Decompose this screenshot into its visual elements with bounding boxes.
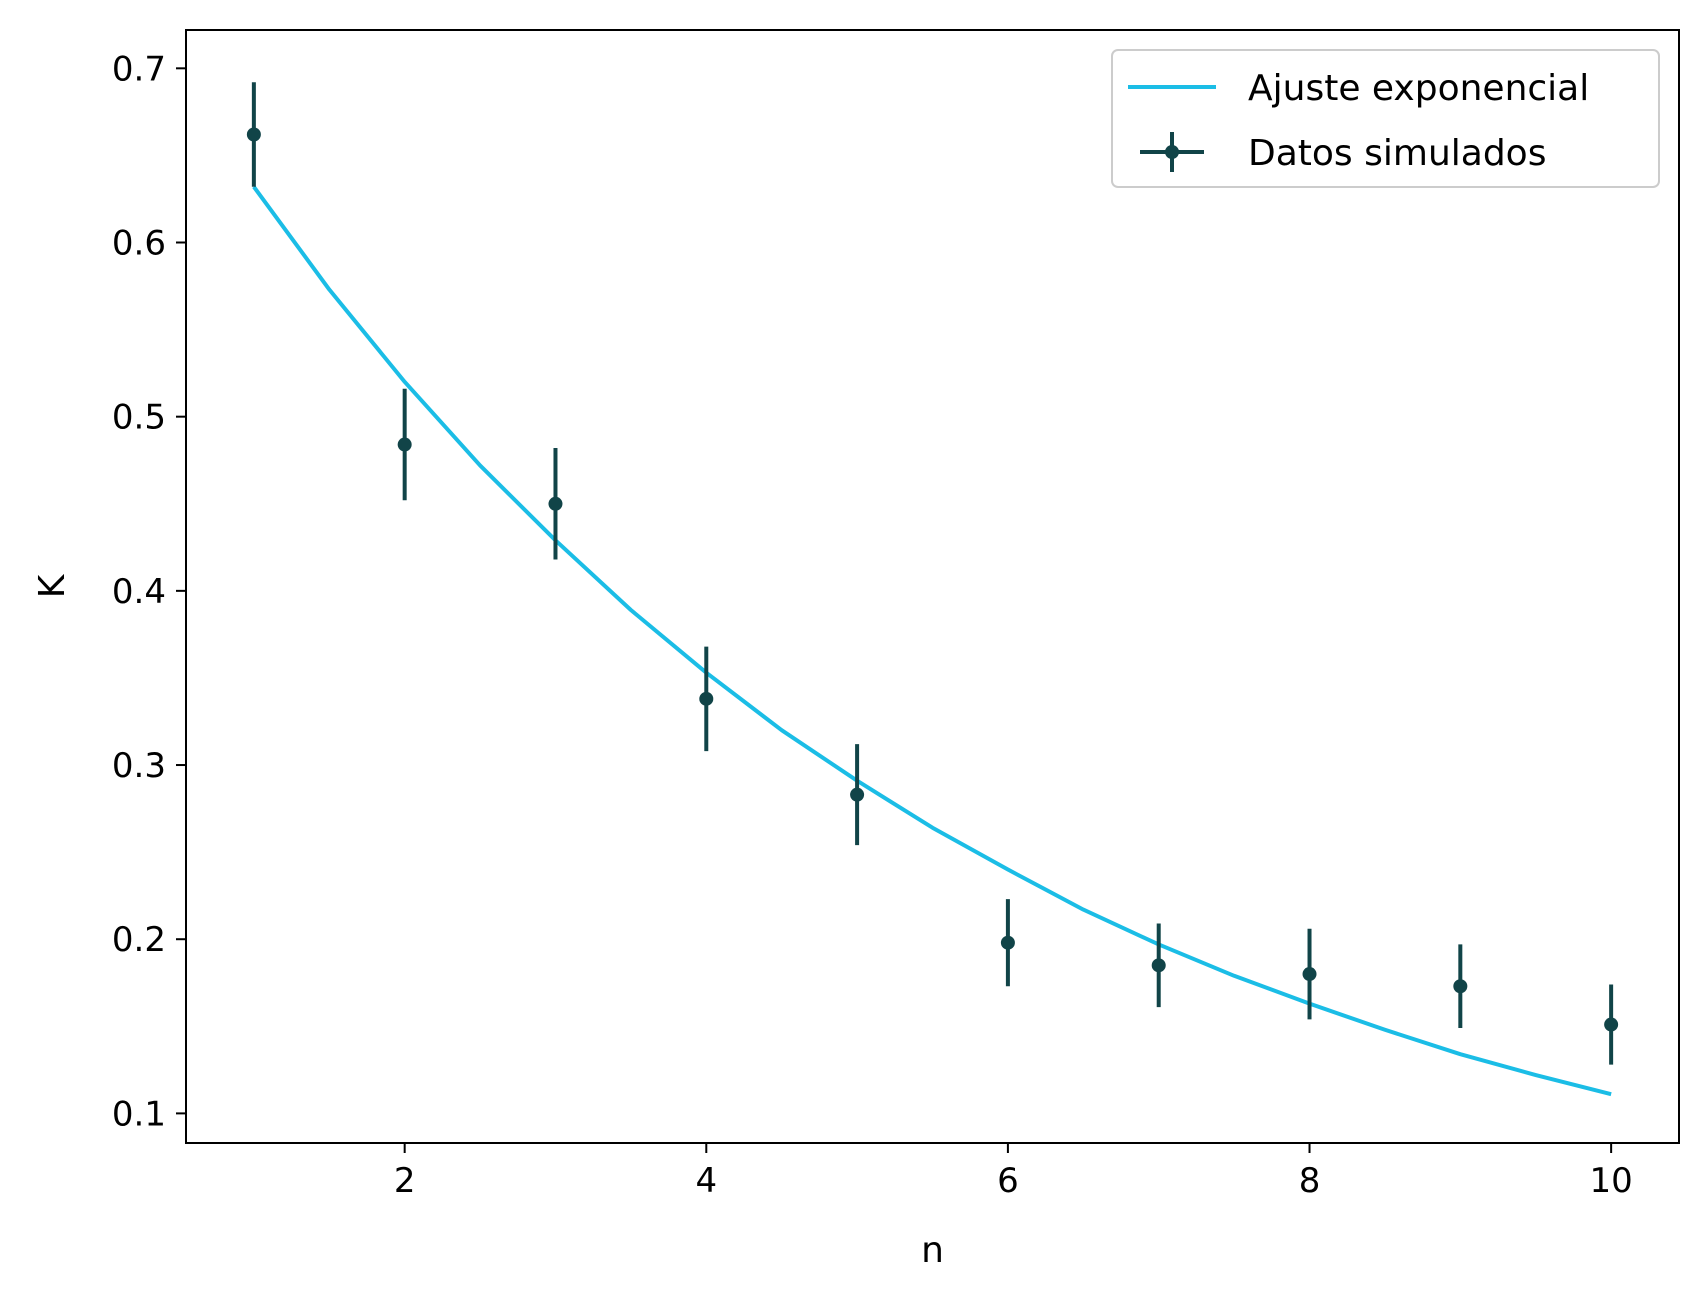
data-point-3 — [548, 448, 563, 560]
x-tick-label: 4 — [695, 1161, 717, 1201]
data-marker — [1302, 967, 1317, 982]
axes-frame — [185, 29, 1680, 1144]
data-point-1 — [246, 82, 261, 187]
y-tick-label: 0.7 — [112, 49, 166, 89]
data-point-8 — [1302, 928, 1317, 1020]
plot-area — [246, 82, 1619, 1097]
data-marker — [1000, 935, 1015, 950]
fit-line — [252, 185, 1612, 1097]
y-tick-label: 0.1 — [112, 1094, 166, 1134]
data-point-2 — [397, 388, 412, 501]
legend-entry-1: Ajuste exponencial — [1128, 68, 1589, 109]
legend-label: Ajuste exponencial — [1248, 68, 1589, 109]
legend-label: Datos simulados — [1248, 133, 1546, 174]
data-marker — [699, 691, 714, 706]
legend: Ajuste exponencial Datos simulados — [1111, 49, 1660, 188]
x-axis-label: n — [921, 1230, 944, 1271]
data-point-9 — [1453, 944, 1468, 1029]
data-marker — [850, 787, 865, 802]
data-point-7 — [1151, 923, 1166, 1008]
data-marker — [1604, 1017, 1619, 1032]
data-marker — [246, 127, 261, 142]
data-marker — [397, 437, 412, 452]
data-point-10 — [1604, 984, 1619, 1065]
data-marker — [1453, 979, 1468, 994]
y-tick-label: 0.4 — [112, 572, 166, 612]
data-marker — [1151, 958, 1166, 973]
data-point-6 — [1000, 899, 1015, 987]
y-tick-label: 0.2 — [112, 920, 166, 960]
y-tick-label: 0.6 — [112, 223, 166, 263]
y-tick-label: 0.3 — [112, 746, 166, 786]
y-axis-label: K — [32, 573, 73, 598]
x-tick-label: 2 — [394, 1161, 416, 1201]
y-tick-label: 0.5 — [112, 398, 166, 438]
legend-box — [1111, 49, 1660, 188]
data-point-4 — [699, 646, 714, 752]
axes: 2 4 6 8 10 0.1 0.2 0.3 0.4 0.5 0.6 0.7 — [112, 29, 1680, 1201]
data-marker — [548, 496, 563, 511]
x-tick-label: 10 — [1590, 1161, 1633, 1201]
x-tick-label: 6 — [997, 1161, 1019, 1201]
data-point-5 — [850, 744, 865, 846]
legend-marker — [1165, 145, 1179, 159]
x-tick-label: 8 — [1299, 1161, 1321, 1201]
legend-entry-2: Datos simulados — [1140, 132, 1546, 174]
